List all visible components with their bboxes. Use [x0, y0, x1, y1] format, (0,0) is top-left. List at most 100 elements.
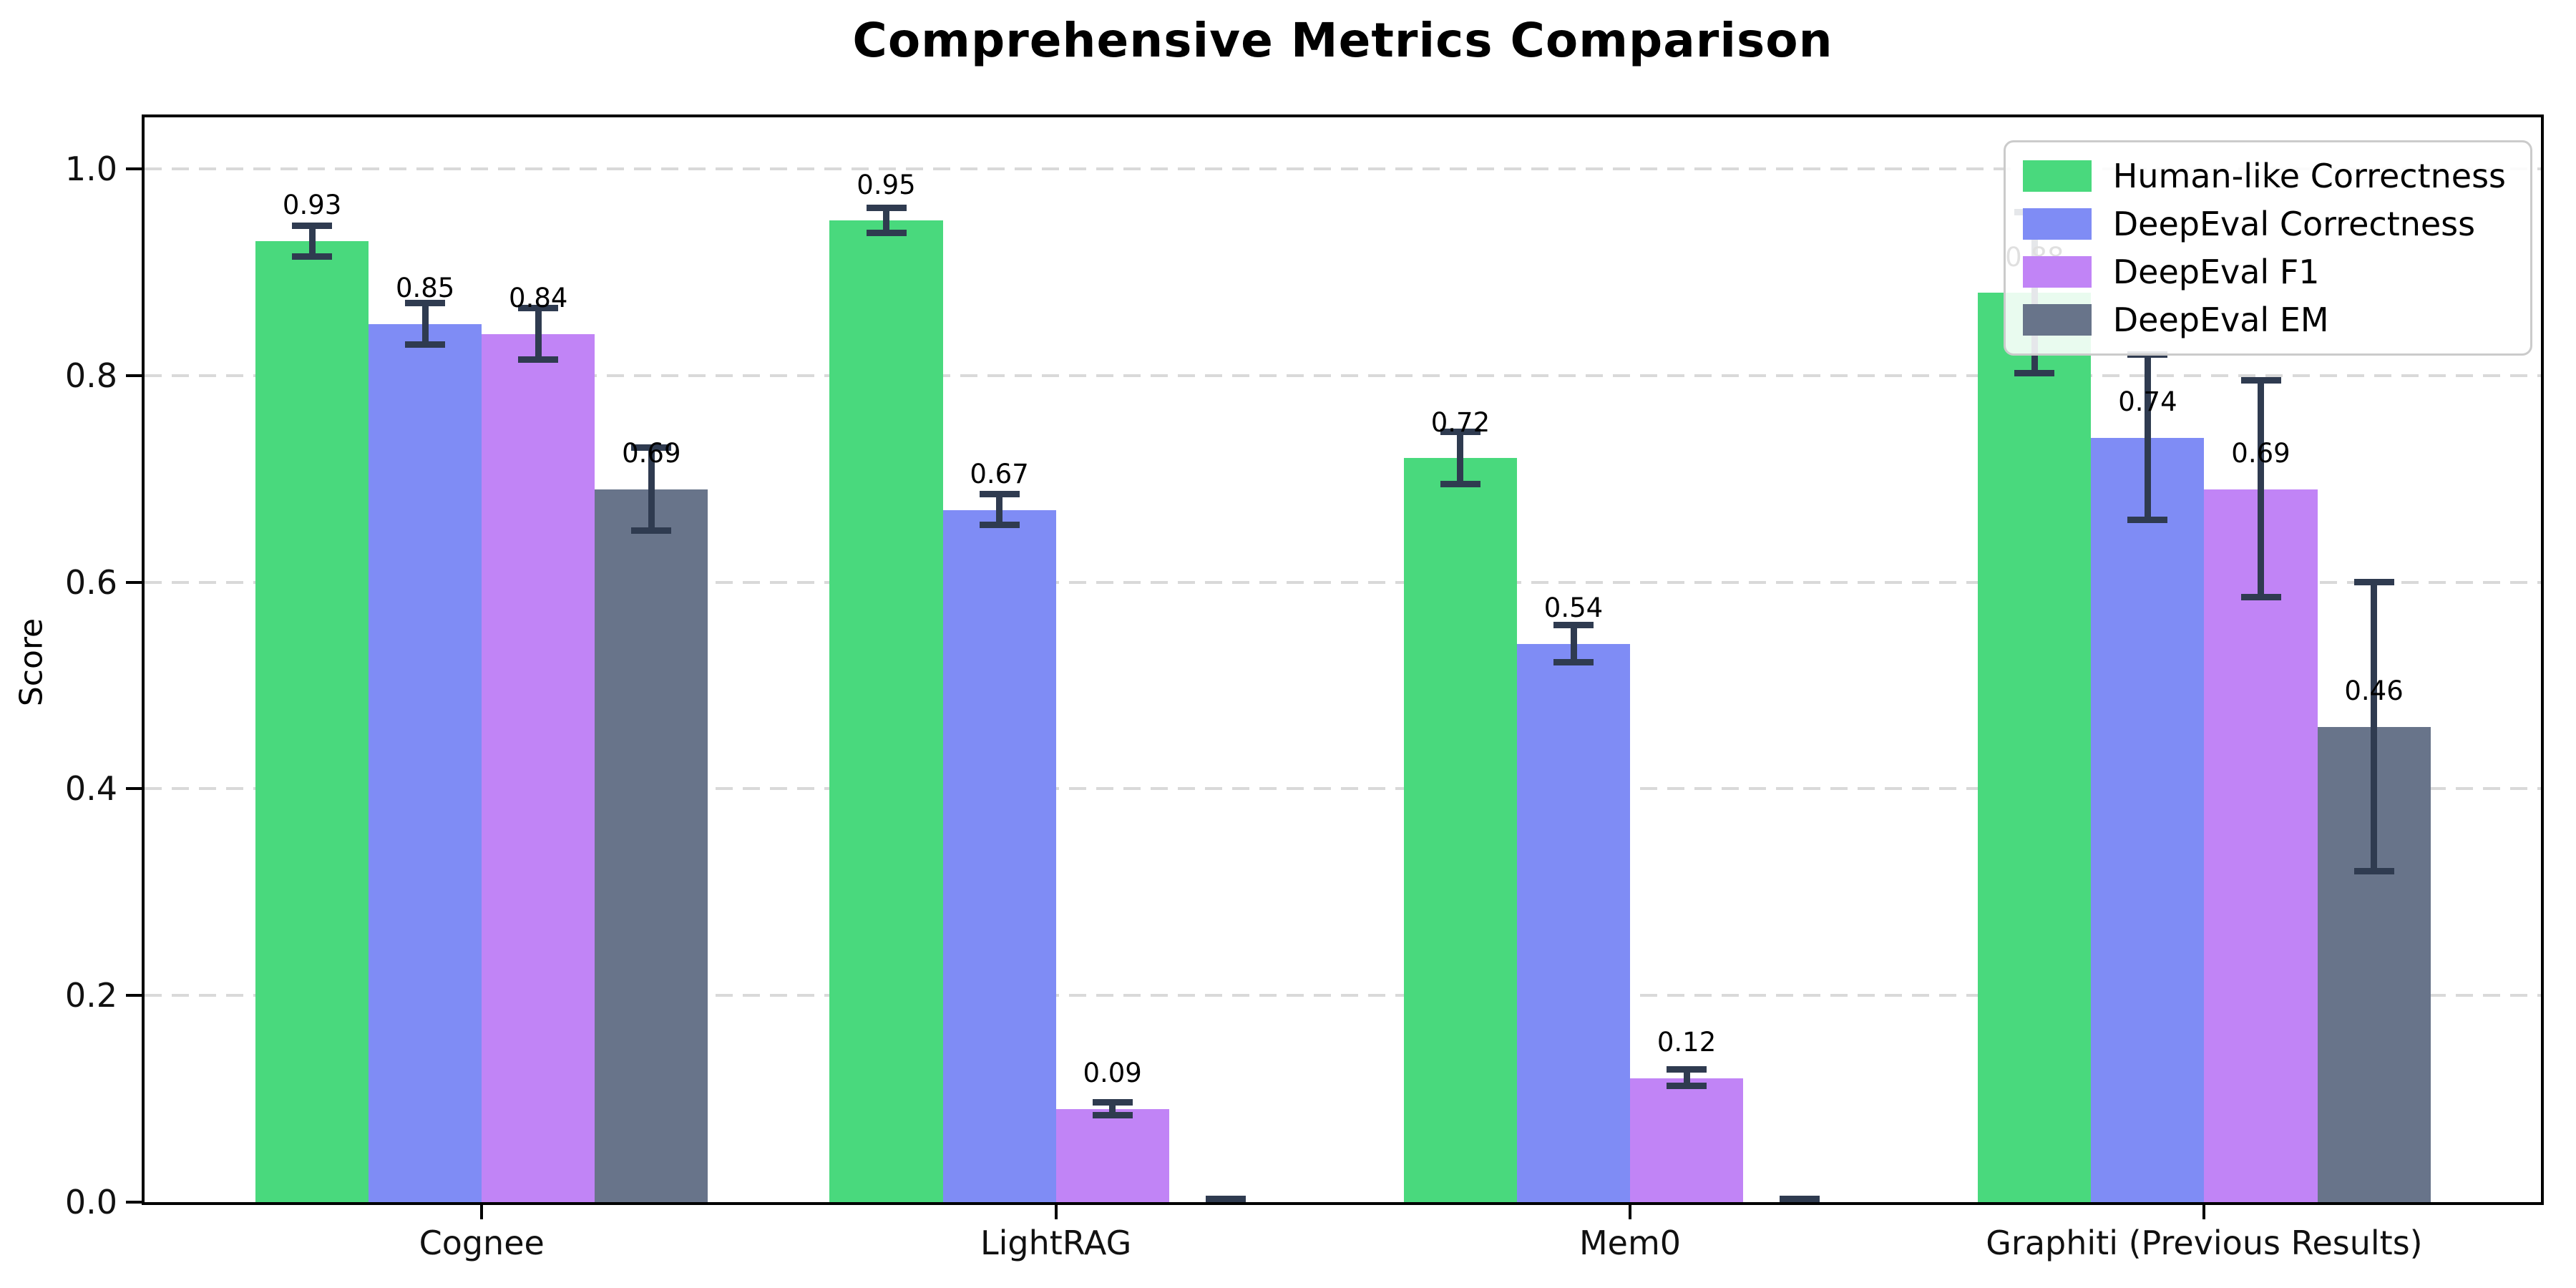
y-tick-mark: [126, 787, 142, 791]
bar-cognee-series-0: [255, 241, 369, 1202]
y-tick-mark: [126, 374, 142, 377]
gridline-0.8: [145, 374, 2541, 377]
legend-label: DeepEval Correctness: [2112, 205, 2476, 243]
legend-swatch: [2022, 160, 2092, 192]
bar-mem0-series-2: [1630, 1078, 1744, 1202]
error-bar-cap-bottom: [1092, 1111, 1133, 1118]
error-bar-cap-top: [2240, 377, 2281, 384]
bar-value-label: 0.67: [970, 458, 1029, 489]
x-tick-label: Mem0: [1579, 1224, 1682, 1262]
error-bar-cap-bottom: [866, 229, 907, 236]
error-bar: [535, 308, 542, 361]
bar-cognee-series-1: [369, 323, 482, 1202]
error-bar-cap-bottom: [1667, 1083, 1707, 1090]
chart-title: Comprehensive Metrics Comparison: [852, 13, 1833, 68]
bar-value-label: 0.09: [1083, 1058, 1142, 1089]
x-tick-label: Graphiti (Previous Results): [1986, 1224, 2423, 1262]
bar-lightrag-series-1: [942, 509, 1056, 1202]
bar-graphiti-previous-results--series-2: [2204, 489, 2318, 1202]
error-bar-cap-bottom: [405, 341, 446, 348]
bar-value-label: 0.12: [1657, 1026, 1717, 1058]
y-tick-label: 0.8: [64, 356, 117, 395]
legend-item: DeepEval Correctness: [2022, 205, 2506, 243]
x-tick-mark: [1629, 1205, 1632, 1219]
error-bar-cap-bottom: [292, 253, 333, 260]
error-bar: [1109, 1103, 1116, 1116]
x-tick-label: Cognee: [419, 1224, 545, 1262]
error-bar-cap-top: [2353, 578, 2394, 585]
legend-swatch: [2022, 256, 2092, 288]
error-bar-cap-top: [405, 299, 446, 306]
x-tick-mark: [480, 1205, 484, 1219]
plot-area: Human-like Correctness DeepEval Correctne…: [142, 114, 2544, 1205]
error-bar-cap-top: [1092, 1099, 1133, 1106]
error-bar-cap-bottom: [518, 356, 559, 364]
error-bar-cap-bottom: [2014, 370, 2055, 377]
error-bar-cap-bottom: [2353, 867, 2394, 874]
error-bar-cap-top: [631, 444, 672, 452]
error-bar-cap-bottom: [979, 522, 1020, 529]
error-bar-cap-top: [1780, 1195, 1820, 1202]
error-bar-cap-top: [1553, 622, 1594, 629]
error-bar: [2371, 582, 2378, 872]
bar-mem0-series-0: [1403, 458, 1517, 1202]
x-tick-label: LightRAG: [980, 1224, 1132, 1262]
legend-label: Human-like Correctness: [2112, 157, 2506, 195]
error-bar: [2258, 381, 2264, 598]
error-bar: [2144, 355, 2151, 521]
bar-graphiti-previous-results--series-1: [2091, 437, 2205, 1202]
legend: Human-like Correctness DeepEval Correctne…: [2003, 140, 2532, 356]
error-bar: [883, 208, 889, 233]
y-tick-label: 0.0: [64, 1183, 117, 1221]
bar-lightrag-series-2: [1055, 1109, 1169, 1202]
gridline-0.6: [145, 580, 2541, 584]
y-tick-mark: [126, 1201, 142, 1204]
y-tick-label: 0.6: [64, 562, 117, 602]
legend-item: DeepEval EM: [2022, 301, 2506, 339]
y-tick-mark: [126, 994, 142, 997]
error-bar-cap-top: [1667, 1066, 1707, 1073]
bar-value-label: 0.93: [282, 190, 342, 221]
gridline-0.2: [145, 994, 2541, 997]
y-tick-mark: [126, 580, 142, 584]
bar-value-label: 0.74: [2118, 386, 2177, 417]
error-bar-cap-top: [1440, 429, 1480, 436]
error-bar-cap-top: [1205, 1195, 1246, 1202]
error-bar: [648, 448, 655, 531]
error-bar-cap-top: [979, 491, 1020, 497]
error-bar-cap-bottom: [1553, 659, 1594, 666]
error-bar-cap-bottom: [2240, 594, 2281, 601]
bar-value-label: 0.69: [2231, 437, 2290, 469]
error-bar-cap-top: [518, 305, 559, 312]
bar-value-label: 0.46: [2344, 675, 2404, 706]
legend-swatch: [2022, 304, 2092, 336]
error-bar: [1457, 432, 1464, 484]
x-tick-mark: [1054, 1205, 1058, 1219]
y-tick-label: 1.0: [64, 150, 117, 189]
bar-lightrag-series-0: [829, 220, 943, 1202]
error-bar: [996, 494, 1003, 526]
error-bar-cap-bottom: [1205, 1201, 1246, 1202]
bar-value-label: 0.69: [622, 437, 681, 469]
legend-label: DeepEval F1: [2112, 253, 2320, 291]
error-bar-cap-bottom: [1440, 480, 1480, 487]
legend-label: DeepEval EM: [2112, 301, 2329, 339]
gridline-1.0: [145, 167, 2541, 171]
x-tick-mark: [2202, 1205, 2206, 1219]
bar-value-label: 0.84: [509, 283, 568, 314]
y-tick-label: 0.2: [64, 976, 117, 1015]
error-bar-cap-bottom: [1780, 1201, 1820, 1202]
error-bar: [1570, 625, 1577, 663]
bar-mem0-series-1: [1516, 644, 1631, 1202]
legend-swatch: [2022, 208, 2092, 240]
error-bar-cap-bottom: [631, 527, 672, 534]
error-bar-cap-top: [866, 205, 907, 212]
error-bar: [308, 225, 316, 257]
error-bar: [421, 303, 429, 345]
bar-value-label: 0.85: [395, 272, 455, 303]
bar-value-label: 0.72: [1430, 406, 1491, 438]
gridline-0.4: [145, 787, 2541, 791]
legend-item: Human-like Correctness: [2022, 157, 2506, 195]
bar-graphiti-previous-results--series-0: [1978, 293, 2092, 1202]
bar-value-label: 0.95: [857, 169, 916, 200]
